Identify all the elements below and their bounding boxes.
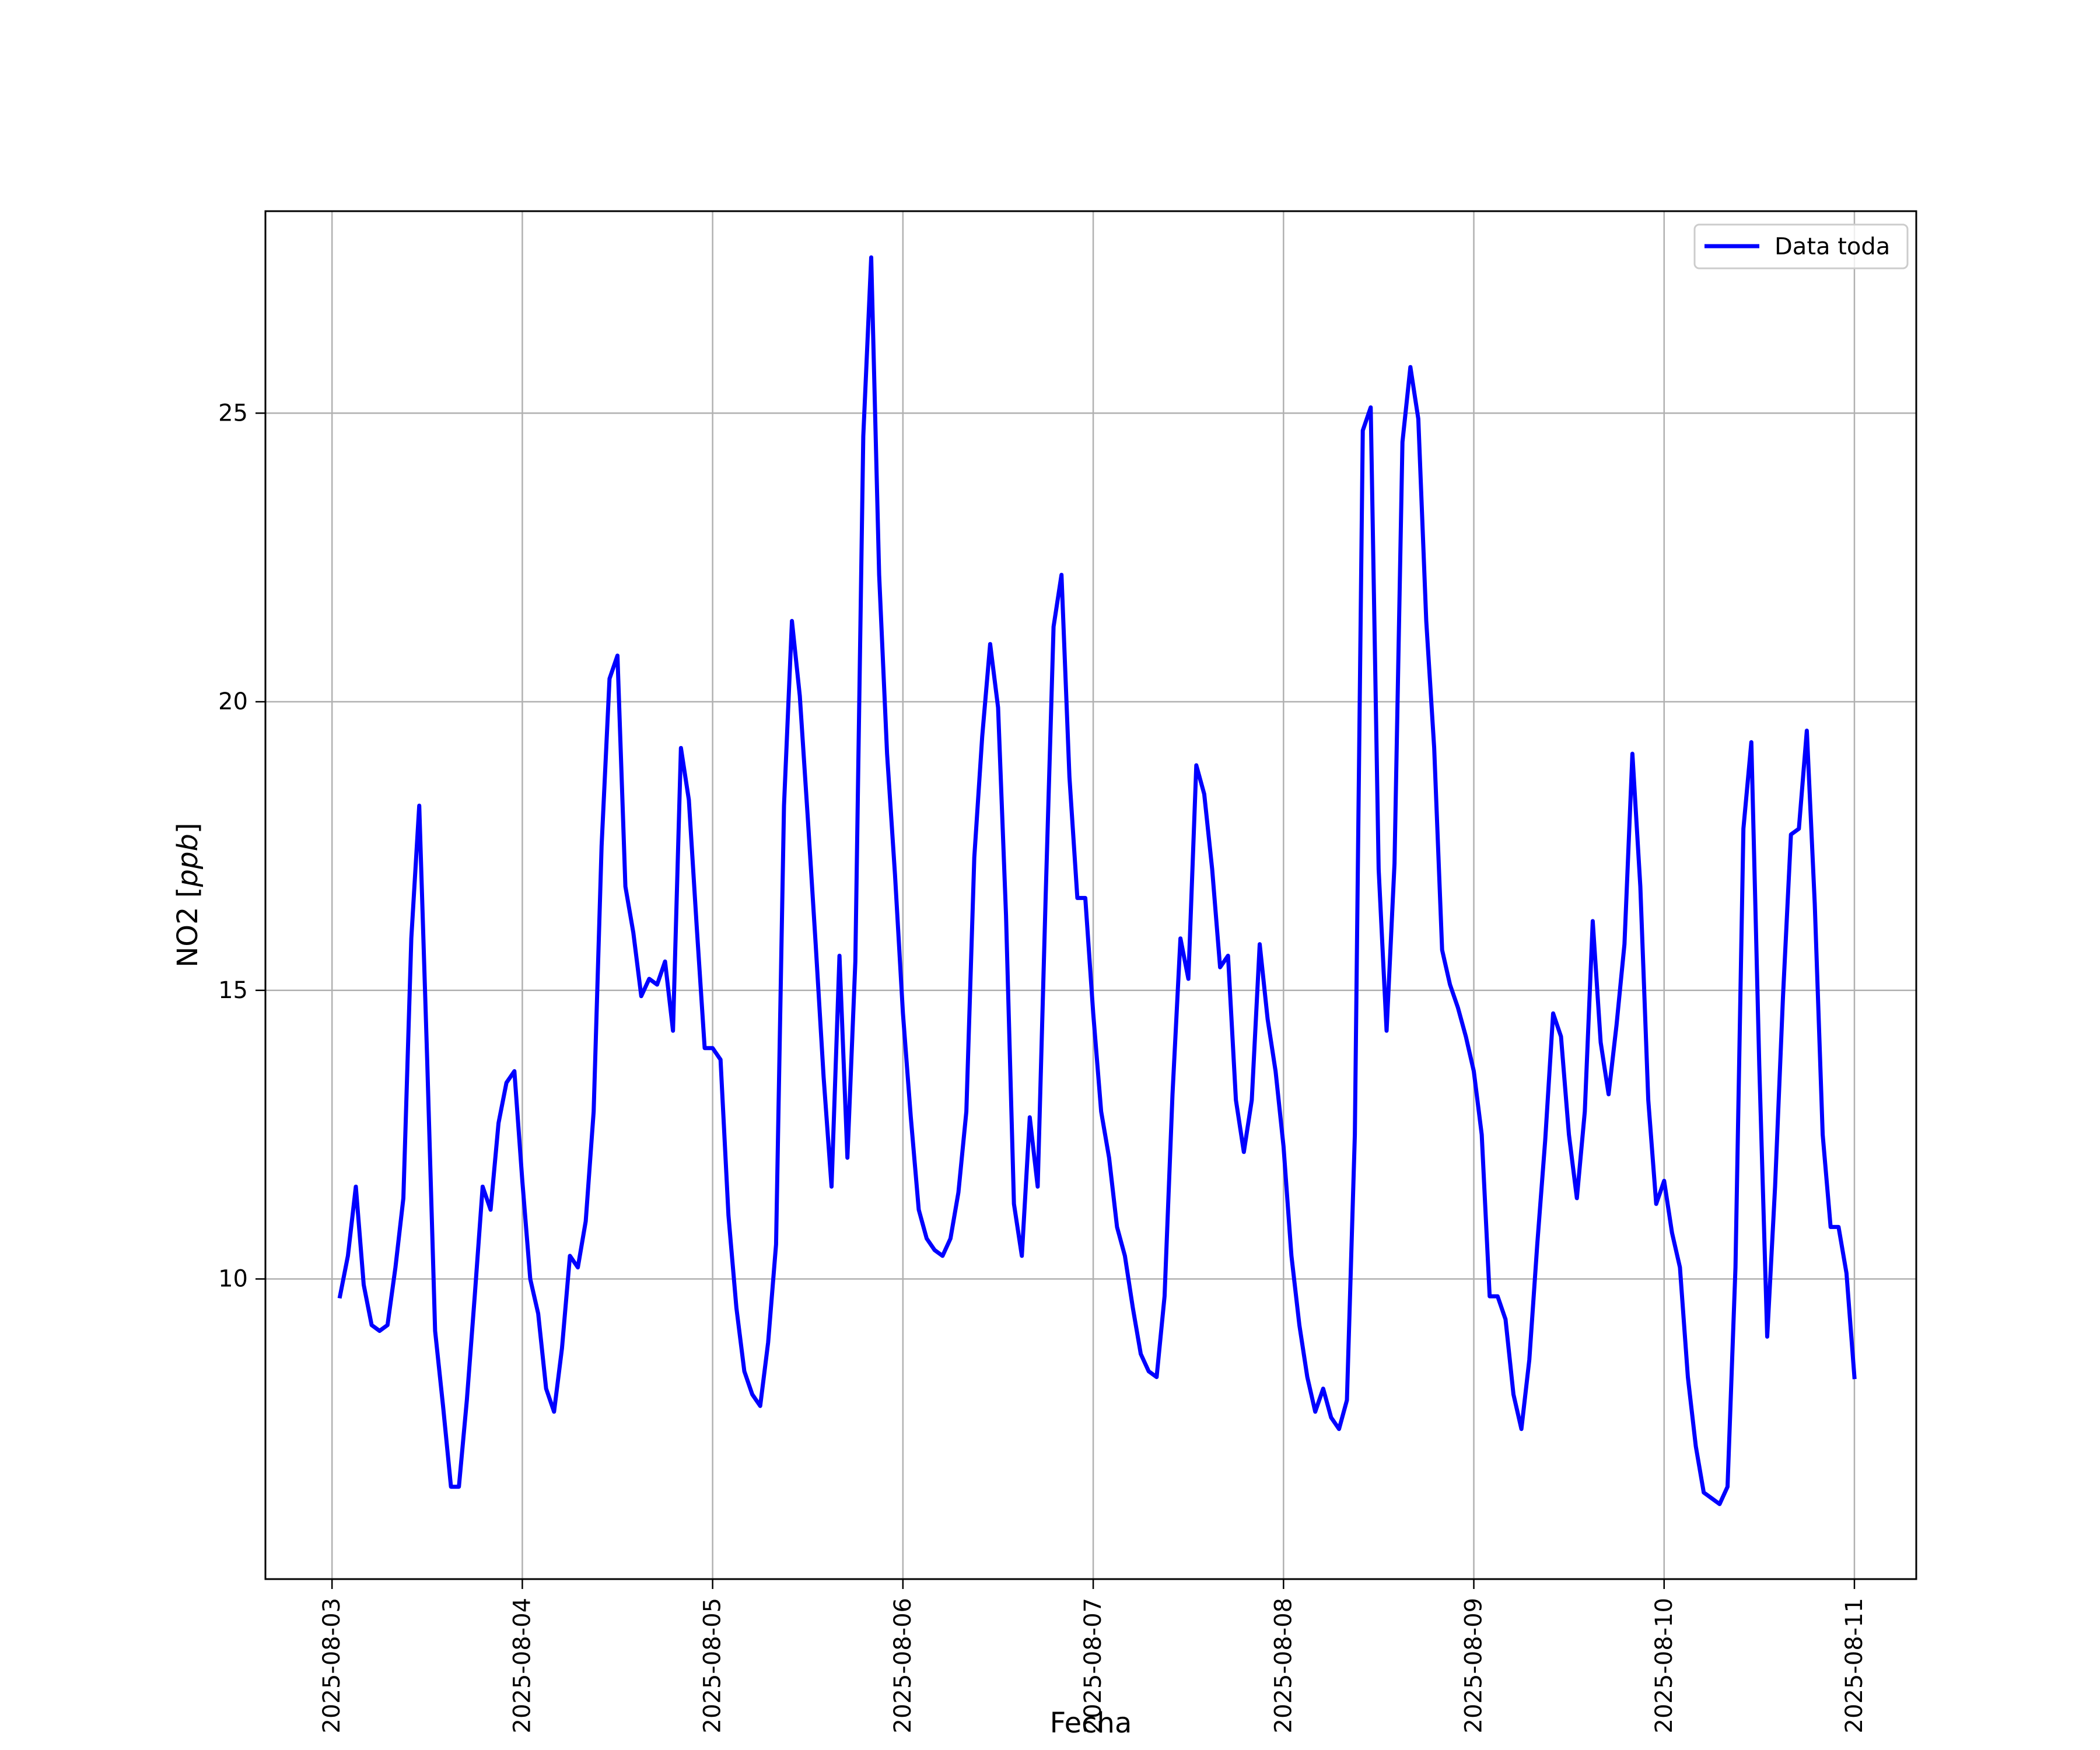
series-layer — [337, 255, 1857, 1506]
plot-area-frame — [264, 210, 1917, 1580]
x-tick-label: 2025-08-08 — [1270, 1598, 1297, 1733]
x-tick-label: 2025-08-04 — [509, 1598, 536, 1733]
x-axis-ticks: 2025-08-03 2025-08-04 2025-08-05 2025-08-06… — [318, 1579, 1868, 1733]
legend: Data toda — [1693, 223, 1909, 270]
x-axis-label: Fecha — [1050, 1707, 1132, 1740]
x-tick-label: 2025-08-10 — [1651, 1598, 1678, 1733]
x-tick-label: 2025-08-06 — [890, 1598, 916, 1733]
series-line-0 — [337, 255, 1857, 1506]
legend-label: Data toda — [1774, 233, 1890, 260]
x-tick-label: 2025-08-07 — [1080, 1598, 1107, 1733]
x-tick-label: 2025-08-11 — [1841, 1598, 1868, 1733]
y-axis-label: NO2 [ppb] — [172, 822, 204, 967]
y-axis-label-unit: ppb — [172, 834, 204, 887]
y-tick-label: 20 — [218, 688, 248, 715]
legend-box — [1693, 223, 1909, 270]
x-tick-label: 2025-08-05 — [699, 1598, 726, 1733]
x-tick-label: 2025-08-09 — [1461, 1598, 1488, 1733]
y-tick-label: 15 — [218, 977, 248, 1004]
y-axis-ticks: 10 15 20 25 — [218, 400, 265, 1292]
y-axis-label-close: ] — [172, 822, 204, 834]
y-tick-label: 25 — [218, 400, 248, 426]
x-tick-label: 2025-08-03 — [318, 1598, 345, 1733]
y-axis-label-base: NO2 [ — [172, 887, 204, 967]
y-tick-label: 10 — [218, 1265, 248, 1292]
